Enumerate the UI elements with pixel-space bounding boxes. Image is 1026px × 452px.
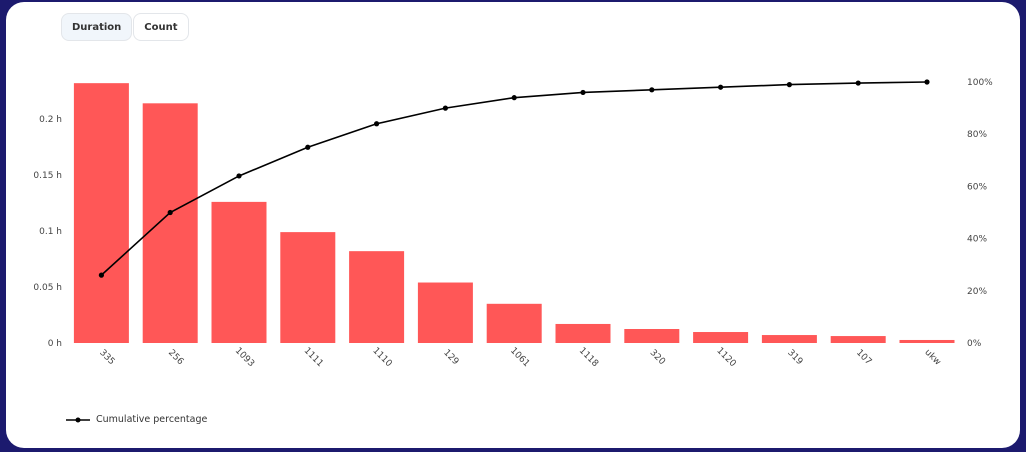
y-right-tick-label: 40% <box>967 235 987 245</box>
legend-line-icon <box>66 417 90 422</box>
legend-item-cumulative[interactable]: Cumulative percentage <box>64 414 207 425</box>
x-tick-label: ukw <box>922 348 942 368</box>
bar <box>830 336 886 343</box>
bar <box>280 232 336 343</box>
cumulative-point <box>855 80 861 86</box>
cumulative-point <box>167 209 173 216</box>
cumulative-point <box>649 87 655 93</box>
bar <box>761 335 817 343</box>
bar <box>693 332 749 343</box>
y-left-tick-label: 0.2 h <box>39 115 62 125</box>
x-tick-label: 1120 <box>714 346 737 369</box>
x-tick-label: 1093 <box>233 346 256 369</box>
bar <box>142 103 198 343</box>
x-tick-label: 1111 <box>302 346 325 369</box>
cumulative-point <box>374 121 380 127</box>
y-right-tick-label: 20% <box>967 287 987 297</box>
y-right-tick-label: 60% <box>967 182 987 192</box>
tab-duration[interactable]: Duration <box>61 13 133 41</box>
x-tick-label: 1061 <box>508 346 531 369</box>
x-tick-label: 1110 <box>370 346 393 369</box>
x-tick-label: 319 <box>785 348 804 367</box>
y-left-tick-label: 0.15 h <box>33 171 62 181</box>
y-right-tick-label: 100% <box>967 78 993 88</box>
bar <box>624 329 680 343</box>
y-left-tick-label: 0.05 h <box>33 283 62 293</box>
cumulative-point <box>580 89 586 96</box>
x-tick-label: 129 <box>441 348 460 367</box>
x-tick-label: 320 <box>648 348 667 367</box>
legend-label: Cumulative percentage <box>96 414 208 425</box>
metric-tabs: Duration Count <box>61 13 189 41</box>
cumulative-point <box>305 144 311 150</box>
bar <box>555 323 611 343</box>
y-right-tick-label: 0% <box>967 339 982 349</box>
x-tick-label: 107 <box>854 348 873 367</box>
bar <box>211 201 267 343</box>
bar <box>349 251 405 343</box>
y-left-tick-label: 0 h <box>48 339 62 349</box>
cumulative-point <box>442 105 448 111</box>
x-tick-label: 335 <box>97 348 116 367</box>
bar <box>417 282 473 343</box>
y-right-tick-label: 80% <box>967 130 987 140</box>
tab-count[interactable]: Count <box>133 13 189 41</box>
cumulative-point <box>718 84 724 90</box>
bar <box>899 339 955 343</box>
x-tick-label: 256 <box>166 348 185 367</box>
cumulative-point <box>924 79 930 85</box>
cumulative-point <box>786 82 793 88</box>
y-left-tick-label: 0.1 h <box>39 227 62 237</box>
x-tick-label: 1118 <box>577 346 600 369</box>
cumulative-point <box>98 272 104 278</box>
cumulative-point <box>511 95 517 101</box>
cumulative-point <box>236 173 242 179</box>
bar <box>486 303 542 343</box>
bar <box>73 83 129 343</box>
